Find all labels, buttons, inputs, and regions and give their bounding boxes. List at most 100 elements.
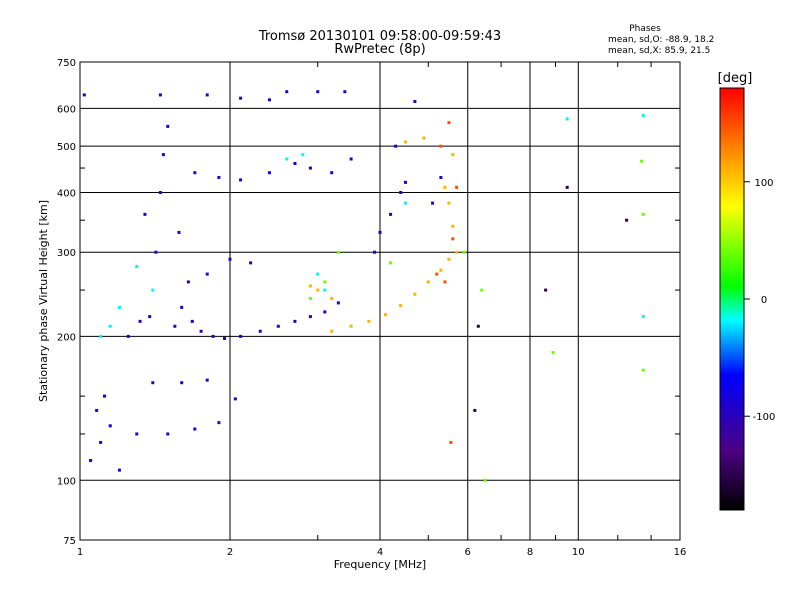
data-point — [473, 408, 477, 412]
data-point — [180, 305, 184, 309]
stats-title: Phases — [629, 24, 661, 34]
y-tick-label: 500 — [57, 142, 76, 153]
data-point — [565, 185, 569, 189]
data-point — [551, 351, 555, 355]
data-point — [349, 324, 353, 328]
data-point — [443, 280, 447, 284]
data-point — [158, 93, 162, 97]
data-point — [276, 324, 280, 328]
data-point — [439, 144, 443, 148]
y-tick-label: 100 — [57, 476, 76, 487]
data-point — [267, 98, 271, 102]
data-point — [308, 166, 312, 170]
data-point — [641, 368, 645, 372]
y-tick-label: 400 — [57, 188, 76, 199]
data-point — [449, 440, 453, 444]
data-point — [211, 334, 215, 338]
data-point — [285, 157, 289, 161]
data-point — [249, 261, 253, 265]
data-point — [151, 288, 155, 292]
data-point — [285, 90, 289, 94]
data-point — [435, 272, 439, 276]
data-point — [330, 171, 334, 175]
data-point — [426, 280, 430, 284]
data-point — [89, 458, 93, 462]
data-point — [323, 280, 327, 284]
data-point — [205, 93, 209, 97]
data-point — [293, 161, 297, 165]
data-point — [217, 421, 221, 425]
data-point — [193, 171, 197, 175]
data-point — [301, 153, 305, 157]
data-point — [383, 313, 387, 317]
data-point — [193, 427, 197, 431]
data-point — [373, 250, 377, 254]
x-tick-label: 2 — [227, 547, 233, 558]
data-point — [126, 334, 130, 338]
data-point — [349, 157, 353, 161]
data-point — [108, 424, 112, 428]
data-point — [223, 336, 227, 340]
data-point — [451, 153, 455, 157]
data-point — [439, 175, 443, 179]
data-point — [233, 397, 237, 401]
y-tick-label: 300 — [57, 248, 76, 259]
y-axis-label: Stationary phase Virtual Height [km] — [37, 200, 50, 402]
data-point — [462, 250, 466, 254]
colorbar-label: [deg] — [718, 71, 753, 86]
data-point — [166, 432, 170, 436]
data-point — [135, 432, 139, 436]
data-point — [166, 124, 170, 128]
data-point — [641, 113, 645, 117]
data-point — [641, 315, 645, 319]
colorbar-tick-label: 0 — [761, 295, 767, 306]
data-point — [330, 297, 334, 301]
data-point — [177, 230, 181, 234]
data-point — [173, 324, 177, 328]
y-tick-label: 750 — [57, 58, 76, 69]
data-point — [640, 159, 644, 163]
data-point — [403, 201, 407, 205]
data-point — [308, 315, 312, 319]
x-tick-label: 10 — [572, 547, 585, 558]
data-point — [403, 180, 407, 184]
data-point — [151, 381, 155, 385]
data-point — [143, 212, 147, 216]
data-point — [293, 319, 297, 323]
data-point — [439, 268, 443, 272]
x-axis-label: Frequency [MHz] — [334, 558, 426, 571]
data-point — [389, 212, 393, 216]
x-tick-label: 1 — [77, 547, 83, 558]
stats-line-x: mean, sd,X: 85.9, 21.5 — [608, 46, 710, 56]
grid — [80, 62, 680, 540]
data-point — [399, 304, 403, 308]
chart-title: Tromsø 20130101 09:58:00-09:59:43 — [258, 29, 501, 44]
data-point — [455, 185, 459, 189]
data-point — [367, 319, 371, 323]
colorbar — [719, 87, 745, 511]
data-point — [443, 185, 447, 189]
data-point — [413, 100, 417, 104]
data-point — [138, 319, 142, 323]
data-point — [217, 175, 221, 179]
data-point — [108, 324, 112, 328]
data-point — [308, 297, 312, 301]
data-point — [413, 292, 417, 296]
data-point — [180, 381, 184, 385]
data-point — [205, 272, 209, 276]
data-point — [199, 329, 203, 333]
data-point — [447, 257, 451, 261]
y-tick-label: 200 — [57, 332, 76, 343]
data-point — [403, 140, 407, 144]
data-point — [316, 90, 320, 94]
data-point — [135, 265, 139, 269]
data-point — [476, 324, 480, 328]
data-point — [205, 378, 209, 382]
x-axis-ticks: 1 2 4 6 8 10 16 — [77, 62, 686, 558]
data-point — [455, 250, 459, 254]
data-point — [451, 224, 455, 228]
data-point — [431, 201, 435, 205]
data-point — [330, 329, 334, 333]
data-points — [82, 90, 645, 482]
